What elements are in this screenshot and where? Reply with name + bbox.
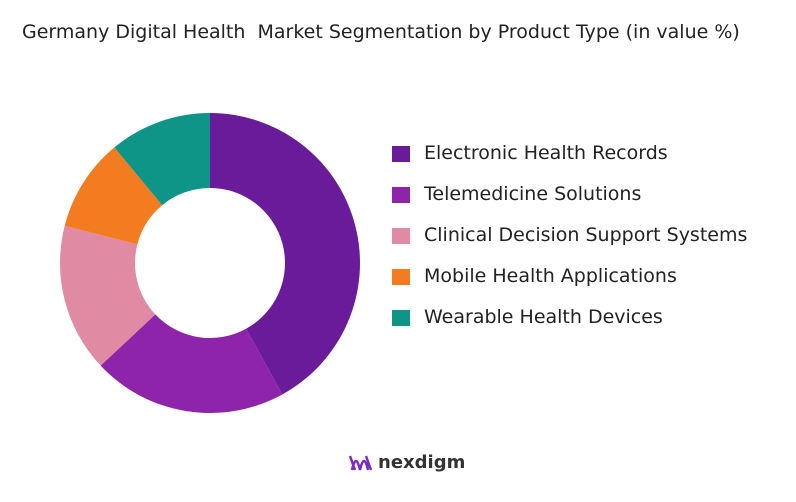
donut-segment [60,225,156,366]
legend-item: Wearable Health Devices [392,304,772,331]
donut-segment [100,314,283,414]
donut-segment [64,147,163,245]
donut-segment [210,113,361,395]
brand-logo [348,455,373,471]
legend-label: Telemedicine Solutions [424,183,642,205]
legend-label: Mobile Health Applications [424,265,677,287]
legend: Electronic Health Records Telemedicine So… [392,140,772,345]
legend-label: Electronic Health Records [424,142,668,164]
legend-swatch [392,187,410,203]
legend-swatch [392,269,410,285]
legend-item: Mobile Health Applications [392,263,772,290]
donut-segment [114,113,210,206]
legend-label: Clinical Decision Support Systems [424,224,748,246]
legend-swatch [392,228,410,244]
legend-item: Electronic Health Records [392,140,772,167]
legend-item: Clinical Decision Support Systems [392,222,772,249]
legend-item: Telemedicine Solutions [392,181,772,208]
brand-name: nexdigm [378,452,466,473]
chart-title: Germany Digital Health Market Segmentati… [22,21,740,43]
legend-swatch [392,146,410,162]
legend-swatch [392,310,410,326]
legend-label: Wearable Health Devices [424,306,663,328]
donut [60,113,361,414]
